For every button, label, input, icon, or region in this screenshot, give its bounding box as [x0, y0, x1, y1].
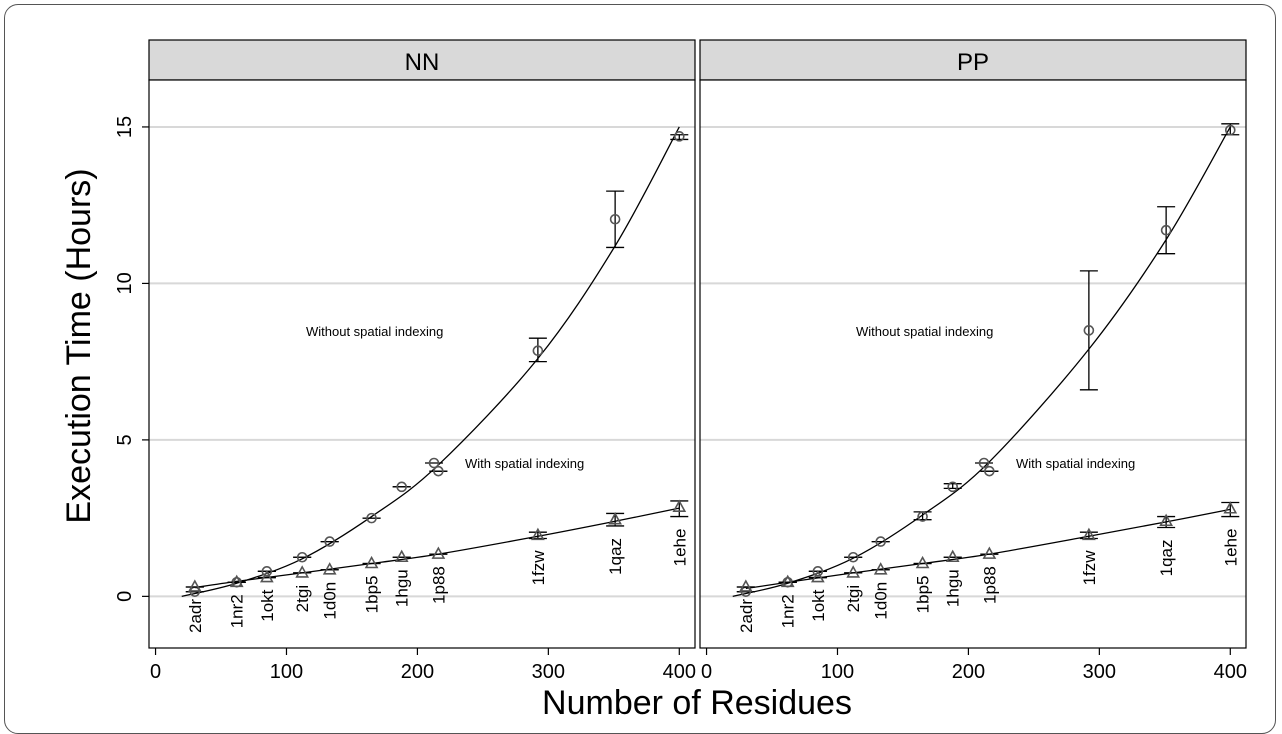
protein-label: 1qaz	[1157, 540, 1176, 577]
x-tick-label: 300	[1083, 661, 1116, 683]
data-point-without-indexing	[261, 566, 273, 577]
legend-marker-circle	[978, 457, 990, 469]
x-tick-label: 0	[701, 661, 712, 683]
protein-label: 1ehe	[1221, 529, 1240, 567]
data-point-without-indexing	[812, 566, 824, 577]
protein-label: 1fzw	[529, 550, 548, 586]
protein-label: 1p88	[429, 566, 448, 604]
protein-label: 1nr2	[228, 594, 247, 628]
fit-curve-with-indexing	[194, 507, 680, 589]
data-point-with-indexing	[394, 549, 409, 563]
fit-curve-with-indexing	[745, 508, 1231, 590]
data-point-without-indexing	[875, 536, 886, 547]
panel-header	[148, 39, 696, 81]
data-point-with-indexing	[982, 546, 997, 559]
protein-label: 1p88	[980, 566, 999, 604]
panel-title: NN	[405, 49, 440, 76]
data-point-with-indexing	[431, 546, 446, 559]
protein-label: 1okt	[258, 589, 277, 621]
protein-label: 1d0n	[321, 582, 340, 620]
plot-border	[148, 79, 696, 649]
annotation-with-indexing: With spatial indexing	[1016, 456, 1135, 471]
y-tick-label: 15	[114, 116, 136, 138]
data-point-with-indexing	[873, 562, 888, 575]
annotation-with-indexing: With spatial indexing	[465, 456, 584, 471]
protein-label: 1bp5	[914, 576, 933, 614]
data-point-with-indexing	[187, 579, 202, 592]
data-point-without-indexing	[366, 512, 377, 524]
data-point-without-indexing	[984, 465, 995, 477]
data-point-with-indexing	[259, 569, 274, 583]
data-point-without-indexing	[609, 213, 621, 225]
data-point-without-indexing	[396, 481, 408, 493]
data-point-with-indexing	[1082, 527, 1096, 541]
data-point-with-indexing	[810, 569, 825, 583]
x-tick-label: 400	[663, 661, 696, 683]
data-point-without-indexing	[847, 551, 859, 563]
data-point-without-indexing	[324, 536, 335, 547]
x-axis-label: Number of Residues	[542, 684, 852, 722]
y-tick-label: 5	[114, 434, 136, 445]
x-tick-label: 400	[1214, 661, 1247, 683]
protein-label: 1qaz	[606, 538, 625, 575]
panel-title: PP	[957, 49, 989, 76]
x-tick-label: 300	[532, 661, 565, 683]
y-tick-label: 0	[114, 591, 136, 602]
protein-label: 2adr	[186, 599, 205, 633]
data-point-without-indexing	[947, 481, 959, 493]
data-point-with-indexing	[780, 574, 795, 588]
plot-area	[700, 80, 1246, 648]
protein-label: 1fzw	[1080, 550, 1099, 586]
data-point-with-indexing	[229, 574, 244, 588]
panel-pp: PP 2adr 1nr2 1okt 2tgi 1d0n 1bp5 1hgu 1p88 1fzw 1q…	[699, 39, 1247, 683]
protein-label: 1ehe	[670, 529, 689, 567]
x-tick-label: 0	[150, 661, 161, 683]
data-point-without-indexing	[1224, 124, 1236, 136]
data-point-without-indexing	[296, 551, 308, 563]
legend-marker-circle	[428, 457, 440, 469]
data-point-without-indexing	[532, 345, 544, 356]
plot-border	[699, 79, 1247, 649]
panels: NN 2adr 1nr2 1okt 2tgi 1d0n 1bp5 1hgu 1p88 1fzw 1q…	[114, 39, 1247, 683]
data-point-with-indexing	[1223, 501, 1238, 514]
data-point-with-indexing	[1159, 513, 1173, 527]
annotation-without-indexing: Without spatial indexing	[306, 324, 443, 339]
plot-area	[149, 80, 695, 648]
y-tick-label: 10	[114, 272, 136, 294]
data-point-with-indexing	[846, 565, 861, 578]
x-tick-label: 100	[270, 661, 303, 683]
x-tick-label: 200	[401, 661, 434, 683]
annotation-without-indexing: Without spatial indexing	[856, 324, 993, 339]
protein-label: 1bp5	[363, 576, 382, 614]
panel-header	[699, 39, 1247, 81]
protein-label: 1nr2	[779, 594, 798, 628]
data-point-without-indexing	[1160, 224, 1172, 236]
data-point-with-indexing	[945, 549, 960, 563]
protein-label: 1hgu	[393, 569, 412, 607]
data-point-with-indexing	[322, 562, 337, 575]
data-point-with-indexing	[364, 555, 379, 569]
protein-label: 1okt	[809, 589, 828, 621]
data-point-with-indexing	[915, 555, 930, 569]
data-point-with-indexing	[531, 527, 545, 541]
data-point-with-indexing	[608, 512, 622, 525]
panel-nn: NN 2adr 1nr2 1okt 2tgi 1d0n 1bp5 1hgu 1p88 1fzw 1q…	[114, 39, 696, 683]
protein-label: 2tgi	[844, 585, 863, 612]
data-point-without-indexing	[433, 465, 444, 477]
protein-label: 1d0n	[872, 582, 891, 620]
y-axis-label: Execution Time (Hours)	[60, 168, 98, 523]
protein-label: 1hgu	[944, 569, 963, 607]
protein-label: 2adr	[737, 599, 756, 633]
x-tick-label: 200	[952, 661, 985, 683]
data-point-without-indexing	[1083, 325, 1095, 336]
data-point-with-indexing	[672, 499, 687, 512]
data-point-without-indexing	[673, 131, 685, 142]
data-point-with-indexing	[738, 579, 753, 592]
data-point-with-indexing	[295, 565, 310, 578]
protein-label: 2tgi	[293, 585, 312, 612]
x-tick-label: 100	[821, 661, 854, 683]
data-point-without-indexing	[917, 511, 928, 522]
